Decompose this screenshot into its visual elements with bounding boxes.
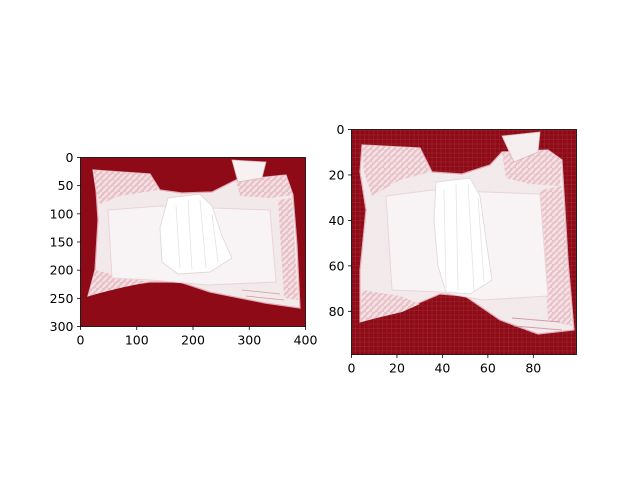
x-tick-label: 100	[125, 333, 149, 348]
chart-1: 0 100 200 300 400 0 50 100 150 200 250 300	[50, 150, 318, 348]
y-tick-label: 150	[50, 235, 74, 250]
y-tick-label: 50	[58, 178, 74, 193]
y-tick-label: 100	[50, 206, 74, 221]
x-tick-label: 80	[525, 361, 541, 376]
x-axis: 0 20 40 60 80	[348, 354, 541, 376]
y-tick-label: 300	[50, 319, 74, 334]
y-tick-label: 250	[50, 291, 74, 306]
x-tick-label: 0	[348, 361, 356, 376]
x-tick-label: 300	[237, 333, 261, 348]
axes-frame	[351, 129, 577, 355]
x-tick-label: 400	[294, 333, 318, 348]
diaper-left-bottom-wing	[88, 270, 148, 296]
y-tick-label: 40	[329, 213, 345, 228]
x-tick-label: 40	[434, 361, 450, 376]
y-tick-label: 20	[329, 167, 345, 182]
y-tick-label: 200	[50, 263, 74, 278]
y-tick-label: 0	[66, 150, 74, 165]
chart-2: 0 20 40 60 80 0 20 40 60 80	[329, 122, 577, 376]
image-1	[80, 157, 306, 327]
y-tick-label: 80	[329, 304, 345, 319]
x-tick-label: 0	[77, 333, 85, 348]
diaper-center	[159, 193, 233, 275]
diaper-left-wing	[93, 170, 158, 204]
y-tick-label: 60	[329, 258, 345, 273]
x-tick-label: 60	[480, 361, 496, 376]
x-tick-label: 20	[389, 361, 405, 376]
y-axis: 0 50 100 150 200 250 300	[50, 150, 81, 334]
diaper-right-edge	[278, 198, 298, 300]
x-axis: 0 100 200 300 400	[77, 326, 318, 348]
image-2	[351, 129, 577, 355]
diaper-right-wing	[236, 175, 293, 198]
x-tick-label: 200	[181, 333, 205, 348]
y-tick-label: 0	[337, 122, 345, 137]
y-axis: 0 20 40 60 80	[329, 122, 352, 319]
diaper-tab	[231, 159, 267, 183]
